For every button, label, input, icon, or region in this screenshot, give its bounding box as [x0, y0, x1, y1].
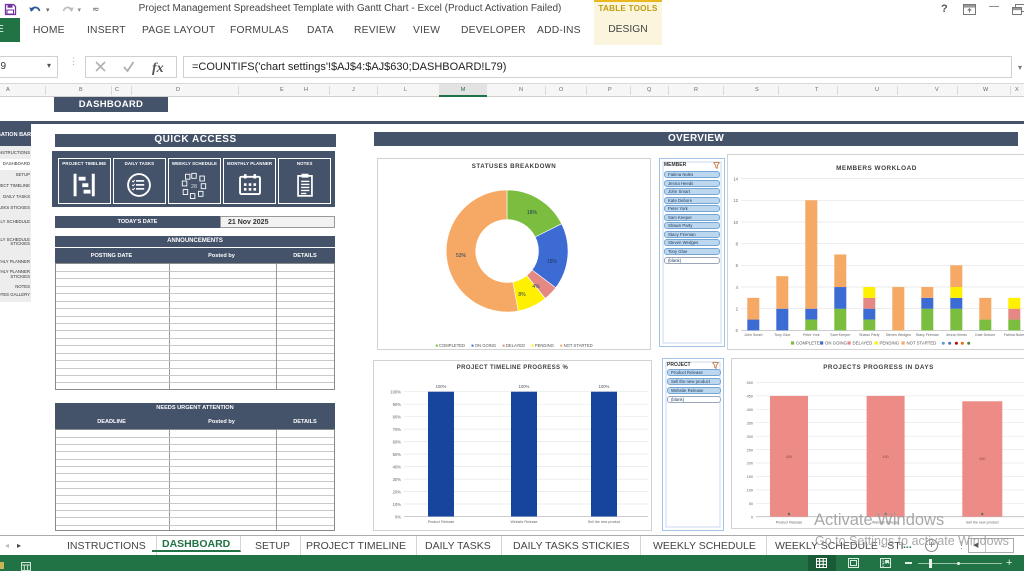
- svg-text:12: 12: [733, 198, 738, 203]
- svg-text:4%: 4%: [532, 284, 540, 290]
- svg-text:Stacy Fireman: Stacy Fireman: [916, 333, 939, 337]
- svg-text:53%: 53%: [456, 253, 467, 259]
- svg-text:Shawn Party: Shawn Party: [859, 333, 880, 337]
- svg-text:250: 250: [747, 448, 753, 452]
- svg-text:18%: 18%: [547, 259, 558, 265]
- svg-text:4: 4: [736, 285, 739, 290]
- svg-text:COMPLETED: COMPLETED: [796, 341, 823, 346]
- svg-text:14: 14: [733, 176, 738, 181]
- svg-text:150: 150: [747, 475, 753, 479]
- svg-text:100%: 100%: [599, 384, 610, 389]
- svg-text:Jenna Heeds: Jenna Heeds: [946, 333, 967, 337]
- svg-text:70%: 70%: [393, 427, 402, 432]
- svg-text:Sell the new product: Sell the new product: [588, 520, 621, 524]
- svg-text:2: 2: [736, 307, 739, 312]
- svg-text:100%: 100%: [436, 384, 447, 389]
- svg-text:Steven Wedges: Steven Wedges: [886, 333, 912, 337]
- svg-text:ON GOING: ON GOING: [825, 341, 848, 346]
- svg-text:18%: 18%: [527, 210, 538, 216]
- svg-text:Sell the new product: Sell the new product: [966, 521, 999, 525]
- svg-text:350: 350: [747, 421, 753, 425]
- svg-text:450: 450: [882, 455, 888, 459]
- svg-text:300: 300: [747, 435, 753, 439]
- svg-text:John Smart: John Smart: [744, 333, 762, 337]
- svg-text:100%: 100%: [390, 390, 401, 395]
- svg-text:430: 430: [979, 457, 985, 461]
- svg-text:10%: 10%: [393, 502, 402, 507]
- svg-text:PENDING: PENDING: [880, 341, 900, 346]
- svg-text:Tony Glue: Tony Glue: [774, 333, 790, 337]
- svg-text:Kate Debore: Kate Debore: [975, 333, 995, 337]
- svg-text:10: 10: [733, 220, 738, 225]
- svg-text:Website Release: Website Release: [510, 520, 537, 524]
- svg-text:Fatima Noles: Fatima Noles: [1004, 333, 1024, 337]
- svg-text:8%: 8%: [518, 292, 526, 298]
- svg-text:Sam Keeper: Sam Keeper: [830, 333, 851, 337]
- svg-text:fx: fx: [152, 61, 164, 76]
- svg-text:28: 28: [191, 184, 197, 190]
- svg-text:8: 8: [736, 242, 739, 247]
- svg-text:0: 0: [736, 328, 739, 333]
- svg-text:20%: 20%: [393, 490, 402, 495]
- svg-text:60%: 60%: [393, 440, 402, 445]
- svg-text:Product Release: Product Release: [776, 521, 803, 525]
- svg-text:100: 100: [747, 489, 753, 493]
- svg-text:6: 6: [736, 263, 739, 268]
- svg-text:50: 50: [749, 502, 753, 506]
- svg-text:50%: 50%: [393, 452, 402, 457]
- svg-text:Product Release: Product Release: [428, 520, 455, 524]
- svg-text:400: 400: [747, 408, 753, 412]
- svg-text:200: 200: [747, 462, 753, 466]
- svg-text:80%: 80%: [393, 415, 402, 420]
- svg-text:450: 450: [747, 395, 753, 399]
- svg-text:Peter York: Peter York: [803, 333, 820, 337]
- svg-text:NOT STARTED: NOT STARTED: [907, 341, 937, 346]
- svg-text:0%: 0%: [395, 515, 401, 520]
- svg-text:450: 450: [786, 455, 792, 459]
- svg-text:0: 0: [751, 515, 753, 519]
- svg-text:500: 500: [747, 381, 753, 385]
- svg-text:Website Release: Website Release: [872, 521, 899, 525]
- svg-text:DELAYED: DELAYED: [853, 341, 873, 346]
- svg-text:100%: 100%: [519, 384, 530, 389]
- svg-text:30%: 30%: [393, 477, 402, 482]
- svg-text:90%: 90%: [393, 402, 402, 407]
- svg-text:40%: 40%: [393, 465, 402, 470]
